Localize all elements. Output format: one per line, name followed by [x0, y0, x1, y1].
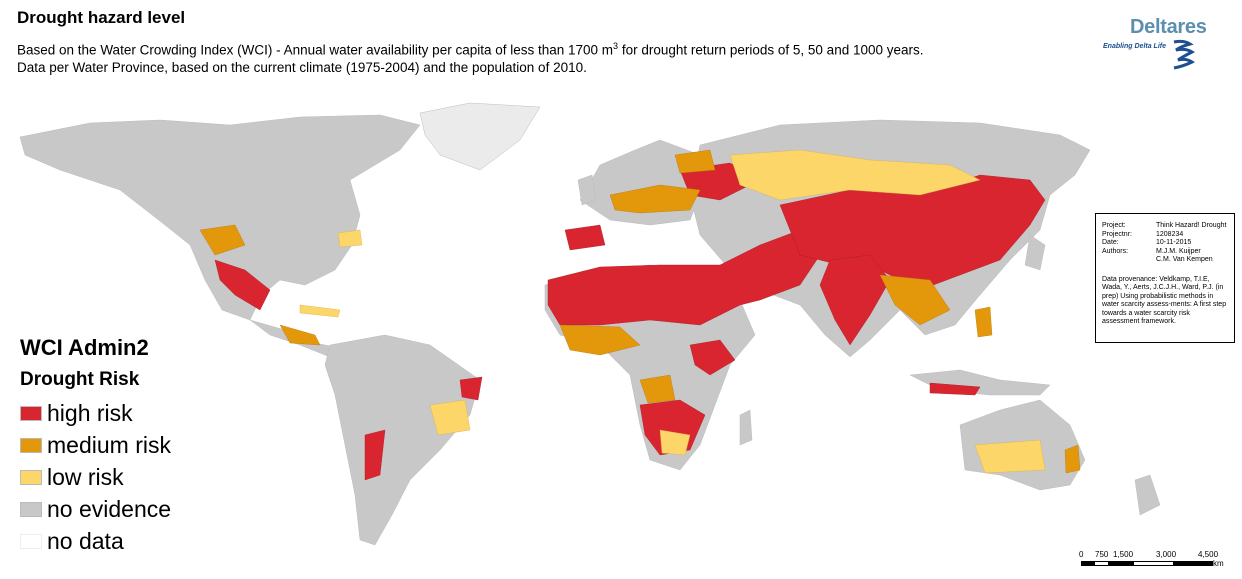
scale-tick: 750: [1095, 550, 1109, 559]
scale-tick: 4,500: [1198, 550, 1219, 559]
world-drought-map: [19, 102, 1161, 546]
medium-risk-ukraine: [674, 149, 716, 174]
scale-bar-graphic: [1081, 561, 1213, 566]
scale-tick: 0: [1079, 550, 1084, 559]
legend-item-no-evidence: no evidence: [20, 493, 171, 525]
legend-item-no-data: no data: [20, 525, 171, 557]
high-risk-ne-brazil: [459, 376, 483, 401]
uk: [577, 174, 597, 206]
scale-tick: 1,500: [1113, 550, 1134, 559]
legend-item-medium-risk: medium risk: [20, 429, 171, 461]
legend-title: WCI Admin2: [20, 335, 149, 360]
medium-risk-angola: [639, 374, 676, 404]
high-risk-southern-africa: [639, 399, 706, 456]
medium-risk-europe: [609, 184, 701, 214]
north-america: [19, 114, 421, 321]
south-america: [324, 334, 481, 546]
low-risk-south-australia: [974, 439, 1046, 474]
japan: [1024, 234, 1046, 271]
legend-subtitle: Drought Risk: [20, 369, 140, 390]
scale-tick: 3,000: [1156, 550, 1177, 559]
high-risk-regions: [214, 162, 1046, 481]
madagascar: [739, 409, 753, 446]
medium-risk-philippines: [974, 306, 993, 338]
map-legend: WCI Admin2 Drought Risk high risk medium…: [20, 335, 171, 557]
medium-risk-usa: [199, 224, 246, 256]
medium-risk-regions: [199, 149, 1081, 474]
deltares-wave-icon: [1173, 39, 1195, 70]
low-risk-russia-kazakhstan: [729, 149, 981, 201]
project-info-box: Project: Think Hazard! Drought Projectnr:…: [1095, 213, 1235, 343]
legend-swatch: [20, 437, 42, 453]
deltares-logo: Deltares Enabling Delta Life: [1100, 16, 1230, 76]
low-risk-southern-africa: [659, 429, 691, 456]
legend-item-high-risk: high risk: [20, 397, 171, 429]
medium-risk-west-africa: [559, 324, 641, 356]
high-risk-chile-argentina: [364, 429, 386, 481]
info-row-date: Date: 10-11-2015: [1102, 239, 1192, 246]
high-risk-spain: [564, 224, 606, 251]
scale-unit: km: [1213, 559, 1224, 568]
low-risk-regions: [299, 149, 1046, 474]
high-risk-indonesia: [929, 382, 981, 396]
info-row-authors: Authors: M.J.M. Kuijper: [1102, 247, 1201, 255]
info-row-projectnr: Projectnr: 1208234: [1102, 230, 1184, 238]
info-row-authors-2: C.M. Van Kempen: [1156, 256, 1213, 263]
low-risk-cuba: [299, 304, 341, 318]
high-risk-north-africa-mideast: [547, 229, 821, 326]
high-risk-mexico: [214, 259, 271, 311]
medium-risk-central-america: [279, 324, 321, 346]
low-risk-us-northeast: [337, 229, 363, 248]
medium-risk-se-asia: [879, 274, 951, 326]
legend-item-low-risk: low risk: [20, 461, 171, 493]
high-risk-east-africa: [689, 339, 736, 376]
map-title: Drought hazard level: [17, 8, 186, 27]
scale-bar: 0 750 1,500 3,000 4,500 km: [1075, 546, 1235, 576]
medium-risk-east-australia: [1064, 444, 1081, 474]
map-subtitle-line2: Data per Water Province, based on the cu…: [17, 60, 587, 75]
greenland: [419, 102, 541, 171]
legend-swatch: [20, 533, 42, 549]
legend-swatch: [20, 469, 42, 485]
new-zealand: [1134, 474, 1161, 516]
map-subtitle-line1: Based on the Water Crowding Index (WCI) …: [17, 41, 924, 58]
legend-swatch: [20, 501, 42, 517]
info-row-project: Project: Think Hazard! Drought: [1102, 222, 1227, 229]
high-risk-india: [819, 254, 891, 346]
legend-swatch: [20, 405, 42, 421]
data-provenance: Data provenance: Veldkamp, T.I.E, Wada, …: [1102, 275, 1227, 326]
low-risk-brazil: [429, 399, 471, 436]
